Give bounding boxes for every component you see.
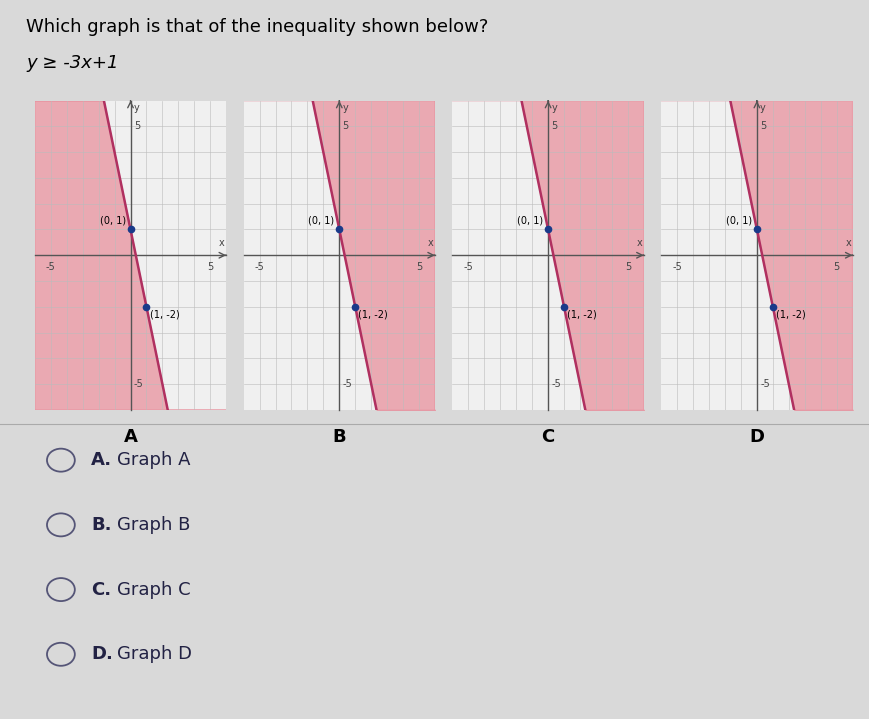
Text: y: y [342, 104, 348, 113]
Text: -5: -5 [760, 379, 769, 389]
Text: -5: -5 [463, 262, 473, 272]
Text: A: A [123, 428, 137, 446]
Text: D.: D. [91, 645, 113, 664]
Text: -5: -5 [46, 262, 56, 272]
Text: (0, 1): (0, 1) [516, 216, 542, 226]
Text: Graph B: Graph B [117, 516, 190, 534]
Text: (1, -2): (1, -2) [358, 309, 388, 319]
Text: 5: 5 [415, 262, 421, 272]
Text: -5: -5 [255, 262, 264, 272]
Text: B: B [332, 428, 346, 446]
Text: (1, -2): (1, -2) [149, 309, 179, 319]
Text: Which graph is that of the inequality shown below?: Which graph is that of the inequality sh… [26, 18, 488, 36]
Text: 5: 5 [551, 122, 557, 132]
Text: 5: 5 [134, 122, 140, 132]
Text: C: C [541, 428, 554, 446]
Text: -5: -5 [134, 379, 143, 389]
Text: x: x [636, 237, 641, 247]
Text: -5: -5 [551, 379, 561, 389]
Text: (0, 1): (0, 1) [99, 216, 126, 226]
Text: (1, -2): (1, -2) [567, 309, 596, 319]
Text: -5: -5 [672, 262, 681, 272]
Text: x: x [845, 237, 850, 247]
Text: (0, 1): (0, 1) [725, 216, 751, 226]
Text: -5: -5 [342, 379, 352, 389]
Text: 5: 5 [342, 122, 348, 132]
Text: x: x [428, 237, 433, 247]
Text: Graph A: Graph A [117, 451, 190, 470]
Text: y: y [760, 104, 765, 113]
Text: y: y [551, 104, 556, 113]
Text: D: D [748, 428, 764, 446]
Text: 5: 5 [624, 262, 630, 272]
Text: A.: A. [91, 451, 112, 470]
Text: 5: 5 [833, 262, 839, 272]
Text: 5: 5 [207, 262, 213, 272]
Text: B.: B. [91, 516, 112, 534]
Text: Graph D: Graph D [117, 645, 192, 664]
Text: (0, 1): (0, 1) [308, 216, 334, 226]
Text: y ≥ -3x+1: y ≥ -3x+1 [26, 54, 118, 72]
Text: 5: 5 [760, 122, 766, 132]
Text: C.: C. [91, 580, 111, 599]
Text: Graph C: Graph C [117, 580, 191, 599]
Text: (1, -2): (1, -2) [775, 309, 805, 319]
Text: x: x [219, 237, 224, 247]
Text: y: y [134, 104, 139, 113]
